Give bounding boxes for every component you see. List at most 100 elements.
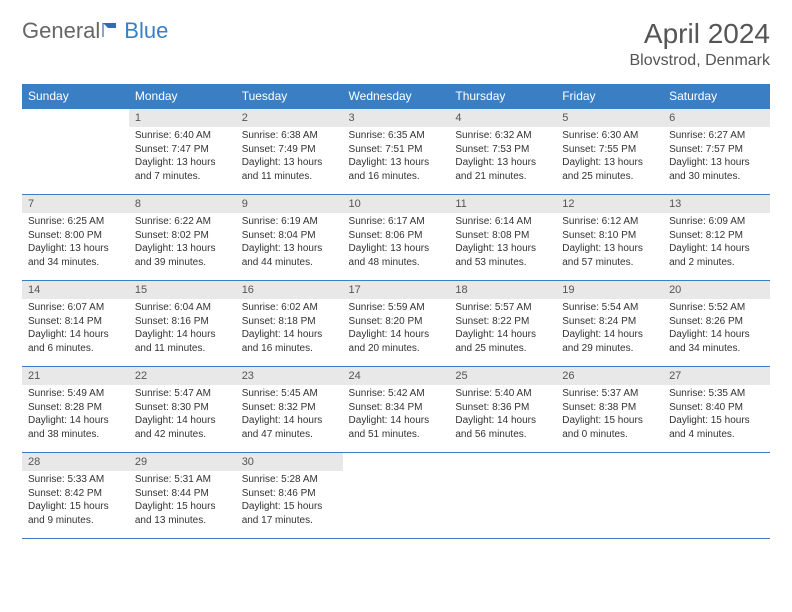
- sunset-text: Sunset: 7:47 PM: [135, 143, 230, 157]
- day-info: Sunrise: 6:02 AMSunset: 8:18 PMDaylight:…: [236, 299, 343, 359]
- sunset-text: Sunset: 8:08 PM: [455, 229, 550, 243]
- day-info: Sunrise: 6:40 AMSunset: 7:47 PMDaylight:…: [129, 127, 236, 187]
- daylight-text-2: and 57 minutes.: [562, 256, 657, 270]
- day-info: Sunrise: 6:09 AMSunset: 8:12 PMDaylight:…: [663, 213, 770, 273]
- daylight-text: Daylight: 13 hours: [669, 156, 764, 170]
- day-info: Sunrise: 6:07 AMSunset: 8:14 PMDaylight:…: [22, 299, 129, 359]
- sunrise-text: Sunrise: 5:49 AM: [28, 387, 123, 401]
- day-number: 4: [449, 109, 556, 127]
- day-info: Sunrise: 5:59 AMSunset: 8:20 PMDaylight:…: [343, 299, 450, 359]
- day-info: Sunrise: 5:35 AMSunset: 8:40 PMDaylight:…: [663, 385, 770, 445]
- day-number: 11: [449, 195, 556, 213]
- day-number: 18: [449, 281, 556, 299]
- calendar-cell: 11Sunrise: 6:14 AMSunset: 8:08 PMDayligh…: [449, 195, 556, 281]
- calendar-cell: 4Sunrise: 6:32 AMSunset: 7:53 PMDaylight…: [449, 109, 556, 195]
- sunrise-text: Sunrise: 5:54 AM: [562, 301, 657, 315]
- daylight-text-2: and 6 minutes.: [28, 342, 123, 356]
- sunrise-text: Sunrise: 6:22 AM: [135, 215, 230, 229]
- day-number: 3: [343, 109, 450, 127]
- calendar-cell: 22Sunrise: 5:47 AMSunset: 8:30 PMDayligh…: [129, 367, 236, 453]
- daylight-text-2: and 34 minutes.: [669, 342, 764, 356]
- daylight-text-2: and 38 minutes.: [28, 428, 123, 442]
- sunset-text: Sunset: 8:30 PM: [135, 401, 230, 415]
- weekday-header: Tuesday: [236, 84, 343, 109]
- sunrise-text: Sunrise: 5:31 AM: [135, 473, 230, 487]
- daylight-text: Daylight: 13 hours: [562, 242, 657, 256]
- day-info: Sunrise: 5:49 AMSunset: 8:28 PMDaylight:…: [22, 385, 129, 445]
- calendar-cell: [22, 109, 129, 195]
- day-info: Sunrise: 6:19 AMSunset: 8:04 PMDaylight:…: [236, 213, 343, 273]
- sunset-text: Sunset: 8:28 PM: [28, 401, 123, 415]
- weekday-header: Thursday: [449, 84, 556, 109]
- sunrise-text: Sunrise: 6:38 AM: [242, 129, 337, 143]
- daylight-text: Daylight: 15 hours: [28, 500, 123, 514]
- calendar-cell: 5Sunrise: 6:30 AMSunset: 7:55 PMDaylight…: [556, 109, 663, 195]
- daylight-text: Daylight: 15 hours: [562, 414, 657, 428]
- day-number: 2: [236, 109, 343, 127]
- daylight-text-2: and 17 minutes.: [242, 514, 337, 528]
- day-number: 12: [556, 195, 663, 213]
- sunrise-text: Sunrise: 6:17 AM: [349, 215, 444, 229]
- day-info: Sunrise: 6:35 AMSunset: 7:51 PMDaylight:…: [343, 127, 450, 187]
- day-info: Sunrise: 5:57 AMSunset: 8:22 PMDaylight:…: [449, 299, 556, 359]
- calendar-cell: 9Sunrise: 6:19 AMSunset: 8:04 PMDaylight…: [236, 195, 343, 281]
- daylight-text: Daylight: 14 hours: [135, 328, 230, 342]
- calendar-cell: 16Sunrise: 6:02 AMSunset: 8:18 PMDayligh…: [236, 281, 343, 367]
- day-number: 16: [236, 281, 343, 299]
- daylight-text-2: and 13 minutes.: [135, 514, 230, 528]
- daylight-text-2: and 7 minutes.: [135, 170, 230, 184]
- month-title: April 2024: [630, 18, 771, 50]
- calendar-cell: 29Sunrise: 5:31 AMSunset: 8:44 PMDayligh…: [129, 453, 236, 539]
- daylight-text-2: and 48 minutes.: [349, 256, 444, 270]
- page-header: General Blue April 2024 Blovstrod, Denma…: [22, 18, 770, 70]
- daylight-text-2: and 0 minutes.: [562, 428, 657, 442]
- calendar-cell: 10Sunrise: 6:17 AMSunset: 8:06 PMDayligh…: [343, 195, 450, 281]
- sunset-text: Sunset: 8:22 PM: [455, 315, 550, 329]
- day-number: 9: [236, 195, 343, 213]
- day-number: 29: [129, 453, 236, 471]
- sunrise-text: Sunrise: 6:19 AM: [242, 215, 337, 229]
- sunset-text: Sunset: 8:24 PM: [562, 315, 657, 329]
- sunrise-text: Sunrise: 5:52 AM: [669, 301, 764, 315]
- sunrise-text: Sunrise: 6:25 AM: [28, 215, 123, 229]
- day-number: 17: [343, 281, 450, 299]
- weekday-header: Saturday: [663, 84, 770, 109]
- logo-flag-icon: [102, 18, 122, 44]
- calendar-cell: 8Sunrise: 6:22 AMSunset: 8:02 PMDaylight…: [129, 195, 236, 281]
- daylight-text: Daylight: 14 hours: [28, 414, 123, 428]
- weekday-header: Sunday: [22, 84, 129, 109]
- daylight-text: Daylight: 14 hours: [349, 328, 444, 342]
- sunset-text: Sunset: 7:49 PM: [242, 143, 337, 157]
- calendar-table: SundayMondayTuesdayWednesdayThursdayFrid…: [22, 84, 770, 539]
- day-number: 13: [663, 195, 770, 213]
- calendar-cell: [343, 453, 450, 539]
- sunset-text: Sunset: 8:36 PM: [455, 401, 550, 415]
- sunrise-text: Sunrise: 5:37 AM: [562, 387, 657, 401]
- sunset-text: Sunset: 7:51 PM: [349, 143, 444, 157]
- sunrise-text: Sunrise: 5:59 AM: [349, 301, 444, 315]
- day-info: Sunrise: 6:32 AMSunset: 7:53 PMDaylight:…: [449, 127, 556, 187]
- logo: General Blue: [22, 18, 168, 44]
- day-info: Sunrise: 5:52 AMSunset: 8:26 PMDaylight:…: [663, 299, 770, 359]
- day-info: Sunrise: 5:54 AMSunset: 8:24 PMDaylight:…: [556, 299, 663, 359]
- sunset-text: Sunset: 8:12 PM: [669, 229, 764, 243]
- sunrise-text: Sunrise: 5:42 AM: [349, 387, 444, 401]
- calendar-cell: 28Sunrise: 5:33 AMSunset: 8:42 PMDayligh…: [22, 453, 129, 539]
- day-info: Sunrise: 6:25 AMSunset: 8:00 PMDaylight:…: [22, 213, 129, 273]
- sunset-text: Sunset: 8:38 PM: [562, 401, 657, 415]
- day-number: 5: [556, 109, 663, 127]
- day-number: 27: [663, 367, 770, 385]
- day-info: Sunrise: 6:17 AMSunset: 8:06 PMDaylight:…: [343, 213, 450, 273]
- daylight-text-2: and 9 minutes.: [28, 514, 123, 528]
- daylight-text: Daylight: 13 hours: [455, 156, 550, 170]
- daylight-text: Daylight: 14 hours: [669, 242, 764, 256]
- daylight-text: Daylight: 14 hours: [349, 414, 444, 428]
- sunset-text: Sunset: 8:26 PM: [669, 315, 764, 329]
- sunset-text: Sunset: 8:04 PM: [242, 229, 337, 243]
- day-number: 7: [22, 195, 129, 213]
- day-info: Sunrise: 5:31 AMSunset: 8:44 PMDaylight:…: [129, 471, 236, 531]
- calendar-cell: 20Sunrise: 5:52 AMSunset: 8:26 PMDayligh…: [663, 281, 770, 367]
- day-number: 19: [556, 281, 663, 299]
- day-info: Sunrise: 5:37 AMSunset: 8:38 PMDaylight:…: [556, 385, 663, 445]
- daylight-text: Daylight: 13 hours: [349, 242, 444, 256]
